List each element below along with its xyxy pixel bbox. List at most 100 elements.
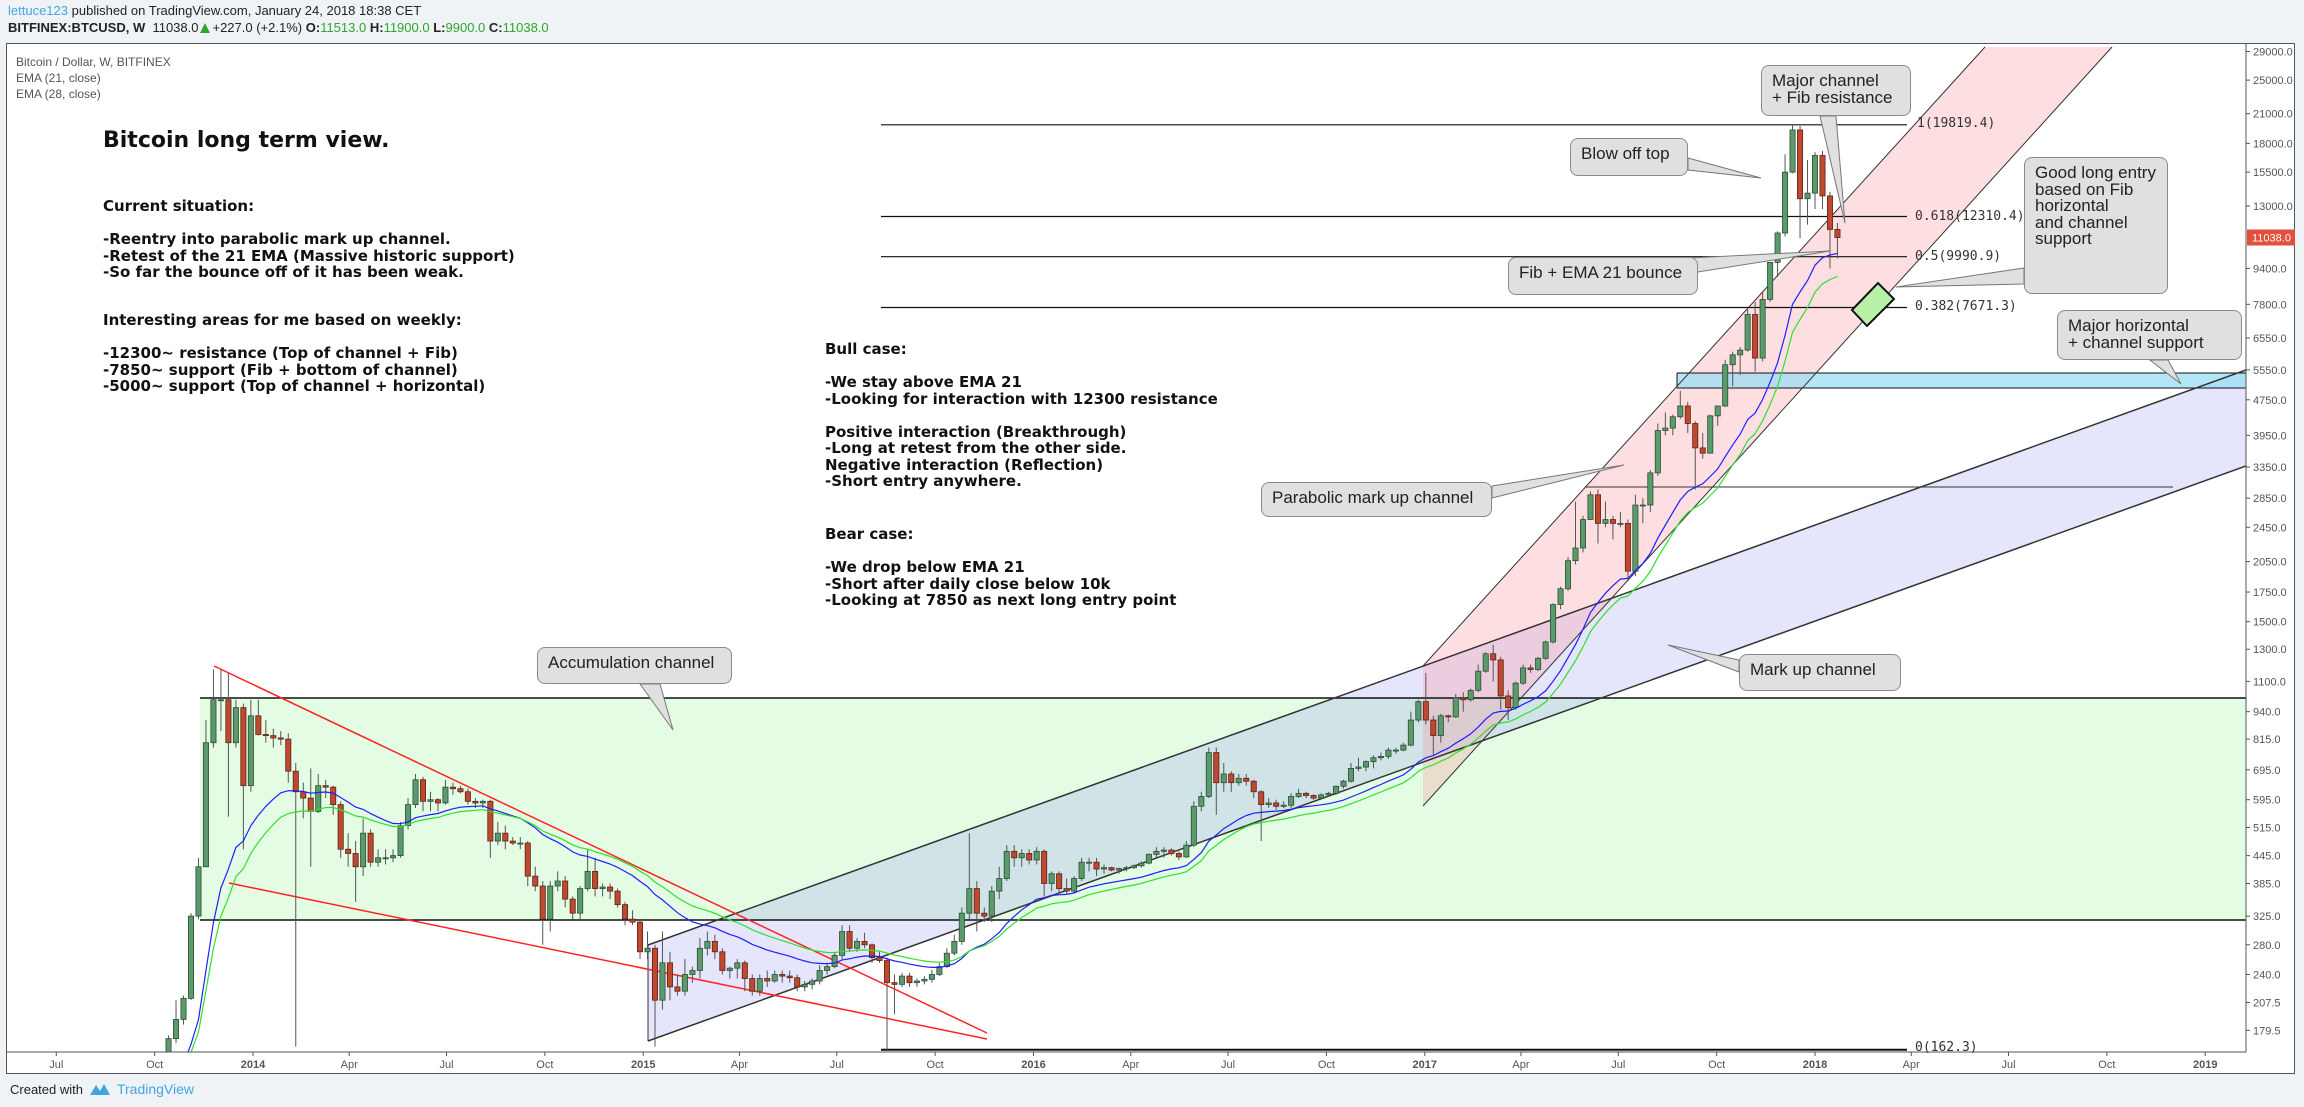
candle-body-down: [1273, 802, 1280, 807]
legend-symbol[interactable]: Bitcoin / Dollar, W, BITFINEX: [16, 55, 171, 69]
publish-text: published on TradingView.com, January 24…: [71, 3, 422, 18]
candle: [187, 913, 194, 1001]
candle-body-up: [1370, 757, 1377, 763]
red-trendline-lower: [228, 882, 988, 1040]
time-tick-label: Apr: [1903, 1059, 1920, 1071]
candle: [1609, 515, 1616, 540]
candle: [1362, 760, 1369, 772]
last-price: 11038.0: [152, 20, 199, 35]
legend-ema28[interactable]: EMA (28, close): [16, 87, 101, 101]
candle-body-down: [981, 912, 988, 917]
idea-title: Bitcoin long term view.: [103, 128, 390, 153]
red-trendline-upper: [213, 665, 988, 1034]
candle-body-up: [315, 785, 322, 812]
candle: [330, 785, 337, 815]
candle: [786, 970, 793, 983]
candle-body-up: [1662, 427, 1669, 431]
time-tick-label: Oct: [536, 1059, 553, 1071]
candle-body-up: [517, 842, 524, 845]
candle-body-up: [928, 974, 935, 980]
time-tick-label: Apr: [1512, 1059, 1529, 1071]
author-link[interactable]: lettuce123: [8, 3, 68, 18]
candle: [1303, 791, 1310, 799]
candle: [1767, 261, 1774, 302]
candle: [1550, 603, 1557, 644]
candle: [659, 931, 666, 1010]
candle-body-up: [831, 954, 838, 968]
note-bull-case: Bull case: -We stay above EMA 21 -Lookin…: [825, 340, 1218, 490]
candle-body-up: [816, 970, 823, 982]
legend-ema21[interactable]: EMA (21, close): [16, 71, 101, 85]
candle: [464, 788, 471, 805]
candle: [1467, 688, 1474, 702]
candle: [644, 931, 651, 960]
candle-body-up: [1617, 522, 1624, 525]
candle: [1505, 690, 1512, 721]
candle-body-up: [1220, 773, 1227, 784]
callout-markup-channel[interactable]: Mark up channel: [1739, 654, 1901, 691]
callout-blow-off-top[interactable]: Blow off top: [1570, 138, 1688, 176]
time-tick-label: 2016: [1021, 1059, 1045, 1071]
candle-body-up: [210, 699, 217, 744]
candle-body-up: [1789, 129, 1796, 173]
candle-body-down: [1213, 752, 1220, 784]
candle-body-down: [876, 957, 883, 961]
price-tick-label: 1300.0: [2253, 644, 2287, 656]
candle: [352, 841, 359, 902]
candle-body-up: [1579, 519, 1586, 549]
candle: [1714, 405, 1721, 426]
candle-body-up: [390, 855, 397, 859]
callout-pointer-good-entry: [1895, 267, 2025, 288]
candle-body-up: [1647, 472, 1654, 506]
callout-good-long-entry[interactable]: Good long entry based on Fib horizontal …: [2024, 157, 2168, 294]
callout-major-horizontal[interactable]: Major horizontal + channel support: [2057, 310, 2242, 360]
callout-accumulation-channel[interactable]: Accumulation channel: [537, 647, 732, 684]
candle: [651, 944, 658, 1047]
candle: [839, 925, 846, 960]
callout-pointer-blow-off: [1687, 157, 1762, 179]
candle-body-up: [921, 978, 928, 982]
candle: [1160, 847, 1167, 858]
candle: [165, 1035, 172, 1052]
candle-body-up: [809, 980, 816, 985]
tradingview-link[interactable]: TradingView: [116, 1081, 195, 1097]
candle-body-down: [524, 842, 531, 877]
price-tick-label: 1500.0: [2253, 617, 2287, 629]
candle-body-down: [292, 770, 299, 793]
candle: [1490, 644, 1497, 682]
callout-pointer-accumulation: [639, 683, 674, 731]
candle-body-up: [958, 912, 965, 942]
candle-body-up: [1205, 752, 1212, 797]
candle-body-up: [554, 880, 561, 887]
price-tick-label: 3950.0: [2253, 430, 2287, 442]
candle-body-down: [1445, 715, 1452, 718]
candle: [345, 833, 352, 867]
price-tick-label: 5550.0: [2253, 365, 2287, 377]
candle: [322, 779, 329, 799]
candle: [906, 972, 913, 987]
candle: [1280, 801, 1287, 808]
candle-body-up: [1812, 155, 1819, 194]
candle-body-up: [696, 947, 703, 971]
candle-body-up: [599, 886, 606, 889]
callout-fib-ema-bounce[interactable]: Fib + EMA 21 bounce: [1508, 257, 1698, 295]
candle-body-up: [951, 940, 958, 954]
candle: [412, 773, 419, 808]
close-value: 11038.0: [502, 20, 549, 35]
candle: [704, 931, 711, 956]
candle-body-up: [577, 888, 584, 914]
fib-label-05: 0.5(9990.9): [1915, 249, 2001, 264]
callout-major-channel[interactable]: Major channel + Fib resistance: [1761, 65, 1911, 116]
callout-parabolic-channel[interactable]: Parabolic mark up channel: [1261, 482, 1492, 517]
candle-body-up: [1714, 405, 1721, 417]
candle-body-up: [1557, 588, 1564, 605]
candle-body-down: [741, 962, 748, 979]
price-tick-label: 515.0: [2253, 822, 2281, 834]
candle: [1243, 773, 1250, 786]
candle: [360, 818, 367, 877]
candle: [292, 762, 299, 1047]
candle-body-down: [457, 788, 464, 793]
candle-body-up: [1437, 715, 1444, 737]
candle-body-up: [1318, 794, 1325, 799]
